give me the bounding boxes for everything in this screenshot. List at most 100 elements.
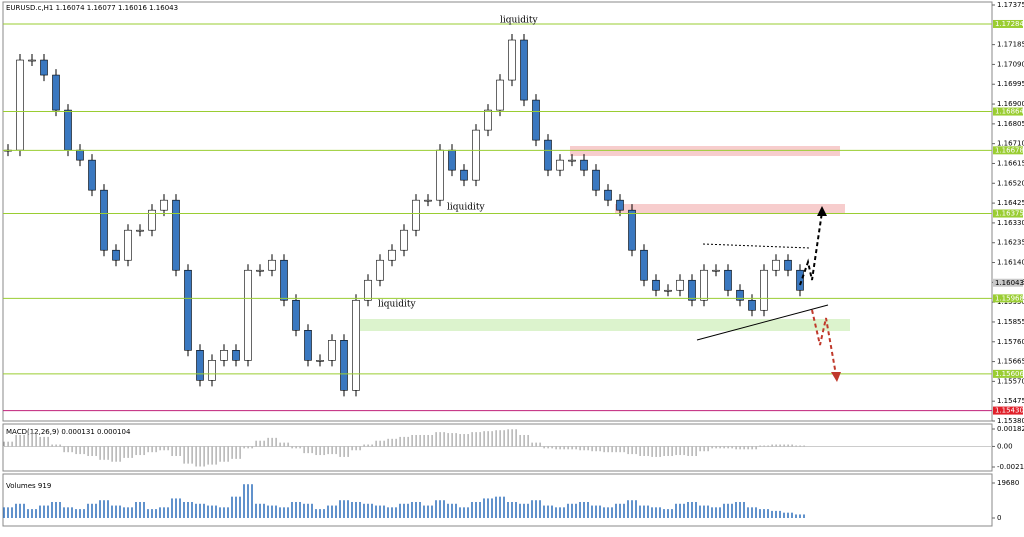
volume-bar — [499, 496, 501, 518]
macd-bar — [387, 438, 389, 447]
candle-body — [40, 59, 48, 76]
macd-bar — [323, 446, 325, 456]
candle-body — [472, 129, 480, 181]
candle-body — [700, 269, 708, 301]
volume-bar — [471, 501, 473, 518]
candle-body — [352, 299, 360, 391]
macd-bar — [395, 438, 397, 447]
volume-bar — [667, 509, 669, 518]
volume-bar — [395, 507, 397, 518]
volume-bar — [507, 501, 509, 518]
current-price: 1.16043 — [995, 279, 1024, 287]
macd-bar — [603, 446, 605, 453]
macd-bar — [119, 446, 121, 462]
volume-bar — [123, 507, 125, 518]
volume-bar — [3, 507, 5, 518]
macd-bar — [311, 446, 313, 454]
candle-body — [124, 229, 132, 261]
macd-bar — [375, 440, 377, 447]
y-tick-label: 1.15855 — [997, 318, 1024, 326]
macd-bar — [203, 446, 205, 467]
volume-bar — [247, 484, 249, 518]
volume-bar — [195, 503, 197, 518]
macd-bar — [683, 446, 685, 456]
macd-bar — [535, 442, 537, 447]
macd-bar — [383, 440, 385, 447]
macd-bar — [503, 430, 505, 447]
level-label: 1.16678 — [995, 146, 1024, 154]
macd-bar — [235, 446, 237, 459]
main-frame — [2, 1, 993, 422]
arrow-head — [817, 206, 827, 216]
volume-bar — [631, 500, 633, 518]
volume-bar — [343, 500, 345, 518]
candle-body — [112, 249, 120, 261]
macd-bar — [43, 436, 45, 447]
volume-bar — [235, 496, 237, 518]
volume-bar — [43, 505, 45, 518]
volume-bar — [347, 500, 349, 518]
candle-body — [496, 79, 504, 111]
macd-bar — [403, 436, 405, 447]
macd-bar — [315, 446, 317, 456]
macd-bar — [531, 442, 533, 447]
macd-bar — [87, 446, 89, 456]
macd-bar — [599, 446, 601, 452]
macd-bar — [715, 446, 717, 449]
candle-body — [220, 350, 228, 361]
macd-bar — [763, 445, 765, 447]
volume-bar — [611, 507, 613, 518]
volume-bar — [339, 500, 341, 518]
volume-bar — [211, 505, 213, 518]
candle-body — [616, 199, 624, 211]
macd-bar — [95, 446, 97, 456]
candle-body — [448, 149, 456, 171]
macd-bar — [399, 436, 401, 447]
macd-bar — [591, 446, 593, 452]
macd-bar — [475, 432, 477, 447]
y-tick-label: 1.16615 — [997, 159, 1024, 167]
volume-bar — [463, 507, 465, 518]
macd-bar — [663, 446, 665, 456]
macd-bar — [727, 446, 729, 449]
volume-bar — [303, 503, 305, 518]
candle-body — [184, 269, 192, 351]
volume-bar — [227, 507, 229, 518]
volume-bar — [803, 514, 805, 518]
macd-bar — [171, 446, 173, 456]
candle-body — [52, 74, 60, 111]
macd-bar — [795, 445, 797, 447]
volume-bar — [371, 503, 373, 518]
candle-body — [16, 59, 24, 151]
macd-bar — [75, 446, 77, 455]
y-tick-label: 1.15570 — [997, 377, 1024, 385]
candle-body — [376, 259, 384, 281]
candle-body — [688, 279, 696, 301]
candle-body — [556, 159, 564, 171]
macd-bar — [483, 431, 485, 447]
macd-bar — [611, 446, 613, 453]
macd-bar — [739, 446, 741, 450]
volume-bar — [739, 501, 741, 518]
macd-bar — [347, 446, 349, 457]
candle-body — [568, 159, 576, 162]
bear-arrow — [811, 309, 837, 376]
volume-bar — [443, 500, 445, 518]
macd-bar — [547, 446, 549, 449]
candle-body — [460, 169, 468, 181]
volume-bar — [255, 503, 257, 518]
macd-bar — [231, 446, 233, 459]
macd-bar — [579, 446, 581, 451]
macd-bar — [259, 440, 261, 447]
candle-body — [388, 249, 396, 261]
volume-bar — [239, 496, 241, 518]
macd-bar — [423, 434, 425, 447]
macd-bar — [215, 446, 217, 465]
resistance-zone — [570, 146, 840, 156]
macd-bar — [723, 446, 725, 449]
volume-bar — [55, 501, 57, 518]
macd-bar — [123, 446, 125, 458]
macd-bar — [499, 430, 501, 447]
level-tag — [993, 209, 1023, 218]
candle-body — [136, 229, 144, 232]
